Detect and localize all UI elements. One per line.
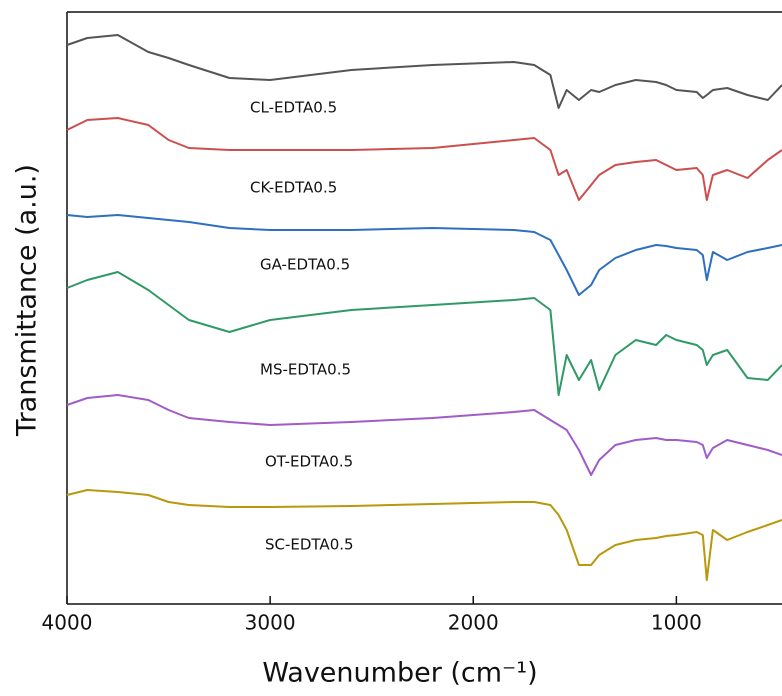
spectrum-line bbox=[66, 394, 782, 476]
frame bbox=[66, 11, 782, 605]
spectrum-line bbox=[66, 271, 782, 396]
x-tick-label: 2000 bbox=[448, 611, 499, 635]
x-tick-label: 3000 bbox=[245, 611, 296, 635]
series-label: GA-EDTA0.5 bbox=[260, 256, 350, 274]
series-label: CK-EDTA0.5 bbox=[250, 179, 337, 197]
series-label: SC-EDTA0.5 bbox=[265, 536, 354, 554]
y-axis-title: Transmittance (a.u.) bbox=[12, 164, 43, 437]
x-tick-label: 4000 bbox=[42, 611, 93, 635]
x-tick-label: 1000 bbox=[651, 611, 702, 635]
series-label: CL-EDTA0.5 bbox=[250, 99, 337, 117]
series-label: MS-EDTA0.5 bbox=[260, 361, 351, 379]
x-axis-title: Wavenumber (cm⁻¹) bbox=[262, 658, 537, 689]
series-label: OT-EDTA0.5 bbox=[265, 453, 353, 471]
spectrum-line bbox=[66, 117, 782, 201]
spectrum-line bbox=[66, 214, 782, 296]
spectrum-line bbox=[66, 34, 782, 109]
spectrum-line bbox=[66, 489, 782, 581]
